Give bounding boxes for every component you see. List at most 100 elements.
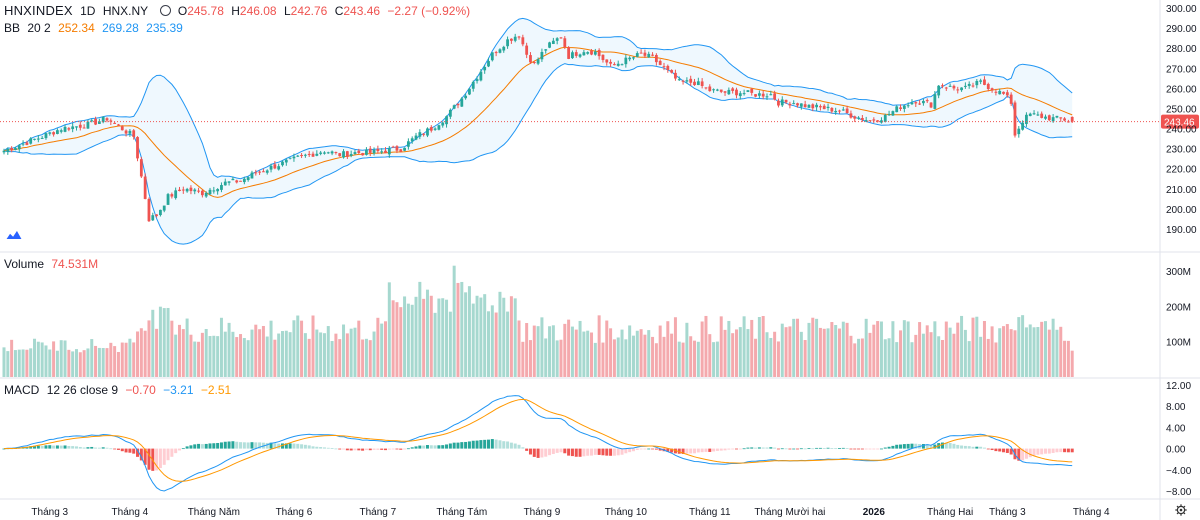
bb-legend[interactable]: BB 20 2 252.34 269.28 235.39 (4, 21, 187, 35)
volume-bar[interactable] (822, 328, 826, 377)
macd-histogram-bar[interactable] (315, 446, 319, 449)
macd-histogram-bar[interactable] (952, 443, 956, 449)
macd-histogram-bar[interactable] (506, 441, 510, 449)
macd-histogram-bar[interactable] (452, 442, 456, 449)
candle-body[interactable] (143, 176, 147, 199)
macd-histogram-bar[interactable] (700, 448, 704, 453)
macd-histogram-bar[interactable] (361, 448, 365, 451)
volume-bar[interactable] (29, 348, 33, 377)
candle-body[interactable] (410, 138, 414, 142)
macd-histogram-bar[interactable] (940, 442, 944, 449)
macd-histogram-bar[interactable] (487, 439, 491, 449)
macd-histogram-bar[interactable] (406, 448, 410, 450)
macd-histogram-bar[interactable] (391, 448, 395, 450)
candle-body[interactable] (601, 54, 605, 61)
macd-histogram-bar[interactable] (883, 447, 887, 449)
candle-body[interactable] (471, 81, 475, 89)
macd-histogram-bar[interactable] (822, 448, 826, 449)
macd-histogram-bar[interactable] (300, 444, 304, 449)
candle-body[interactable] (948, 85, 952, 87)
candle-body[interactable] (460, 98, 464, 107)
candle-body[interactable] (67, 128, 71, 130)
volume-bar[interactable] (1013, 330, 1017, 377)
macd-histogram-bar[interactable] (422, 445, 426, 449)
macd-histogram-bar[interactable] (410, 447, 414, 449)
macd-histogram-bar[interactable] (1040, 448, 1044, 455)
macd-histogram-bar[interactable] (609, 448, 613, 456)
volume-bar[interactable] (1055, 329, 1059, 377)
volume-bar[interactable] (780, 323, 784, 377)
candle-body[interactable] (1028, 113, 1032, 117)
candle-body[interactable] (635, 53, 639, 57)
volume-bar[interactable] (673, 317, 677, 377)
candle-body[interactable] (822, 105, 826, 110)
volume-legend[interactable]: Volume 74.531M (4, 257, 102, 271)
volume-bar[interactable] (727, 320, 731, 377)
volume-bar[interactable] (258, 329, 262, 377)
volume-bar[interactable] (963, 329, 967, 377)
volume-bar[interactable] (181, 329, 185, 377)
volume-bar[interactable] (403, 296, 407, 377)
volume-bar[interactable] (933, 321, 937, 377)
volume-bar[interactable] (807, 322, 811, 377)
macd-histogram-bar[interactable] (200, 444, 204, 449)
volume-bar[interactable] (1059, 326, 1063, 377)
candle-body[interactable] (284, 159, 288, 163)
candle-body[interactable] (326, 152, 330, 154)
macd-histogram-bar[interactable] (586, 448, 590, 456)
macd-histogram-bar[interactable] (479, 440, 483, 449)
candle-body[interactable] (2, 150, 6, 153)
volume-bar[interactable] (696, 341, 700, 377)
candle-body[interactable] (387, 148, 391, 155)
volume-bar[interactable] (246, 340, 250, 377)
candle-body[interactable] (212, 190, 216, 192)
candle-body[interactable] (880, 120, 883, 123)
candle-body[interactable] (1070, 116, 1074, 122)
macd-histogram-bar[interactable] (460, 442, 464, 449)
candle-body[interactable] (872, 119, 876, 121)
macd-histogram-bar[interactable] (334, 448, 338, 450)
volume-bar[interactable] (170, 320, 174, 377)
volume-bar[interactable] (445, 299, 449, 377)
macd-histogram-bar[interactable] (998, 448, 1002, 452)
macd-histogram-bar[interactable] (425, 445, 429, 449)
volume-bar[interactable] (643, 334, 647, 377)
volume-bar[interactable] (357, 320, 361, 377)
macd-histogram-bar[interactable] (628, 448, 632, 453)
macd-histogram-bar[interactable] (639, 448, 643, 450)
candle-body[interactable] (174, 190, 178, 199)
volume-bar[interactable] (899, 330, 903, 377)
volume-bar[interactable] (387, 282, 391, 377)
volume-bar[interactable] (136, 331, 140, 377)
candle-body[interactable] (475, 79, 479, 82)
candle-body[interactable] (613, 64, 616, 66)
macd-histogram-bar[interactable] (414, 446, 418, 449)
volume-bar[interactable] (948, 327, 952, 377)
volume-bar[interactable] (498, 291, 502, 377)
macd-histogram-bar[interactable] (418, 445, 422, 449)
candle-body[interactable] (990, 88, 994, 91)
candle-body[interactable] (120, 126, 124, 131)
macd-histogram-bar[interactable] (799, 448, 803, 450)
volume-bar[interactable] (261, 325, 265, 377)
candle-body[interactable] (784, 99, 788, 103)
candle-body[interactable] (166, 194, 170, 205)
macd-histogram-bar[interactable] (864, 448, 868, 450)
volume-bar[interactable] (803, 340, 807, 377)
tradingview-logo-icon[interactable] (5, 227, 23, 241)
candle-body[interactable] (574, 52, 578, 56)
macd-histogram-bar[interactable] (197, 443, 201, 449)
candle-body[interactable] (25, 142, 29, 145)
volume-bar[interactable] (239, 334, 243, 377)
macd-histogram-bar[interactable] (837, 448, 841, 449)
candle-body[interactable] (1002, 91, 1005, 94)
candle-body[interactable] (40, 137, 44, 139)
candle-body[interactable] (315, 153, 319, 156)
volume-bar[interactable] (71, 351, 75, 377)
macd-histogram-bar[interactable] (288, 443, 292, 449)
volume-bar[interactable] (349, 328, 353, 377)
volume-bar[interactable] (174, 334, 178, 377)
volume-bar[interactable] (2, 347, 6, 377)
candle-body[interactable] (551, 40, 555, 44)
macd-histogram-bar[interactable] (605, 448, 609, 456)
